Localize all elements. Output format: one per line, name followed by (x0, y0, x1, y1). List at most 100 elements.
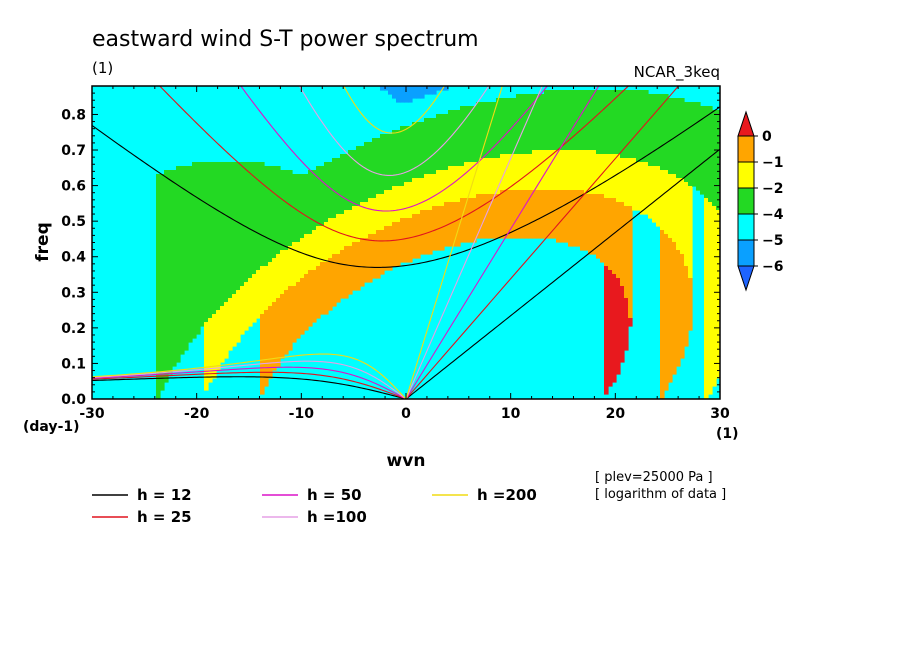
contour-cell (380, 86, 385, 91)
contour-cell (420, 210, 425, 255)
contour-cell (308, 270, 313, 327)
contour-cell (424, 210, 429, 255)
contour-cell (552, 190, 557, 239)
contour-cell (220, 162, 225, 307)
contour-cell (580, 150, 585, 191)
contour-cell (452, 166, 457, 203)
contour-cell (352, 206, 357, 243)
y-tick-label: 0.0 (61, 392, 86, 408)
contour-cell (576, 150, 581, 191)
contour-cell (692, 102, 697, 187)
contour-cell (568, 90, 573, 151)
contour-cell (596, 194, 601, 259)
contour-cell (584, 90, 589, 151)
contour-cell (508, 98, 513, 155)
contour-cell (512, 98, 517, 155)
colorbar-segment (737, 239, 755, 267)
contour-cell (612, 90, 617, 155)
contour-cell (340, 214, 345, 251)
contour-cell (624, 298, 629, 351)
contour-cell (280, 294, 285, 359)
contour-cell (376, 194, 381, 231)
contour-cell (460, 166, 465, 199)
contour-cell (504, 98, 509, 155)
contour-cell (320, 262, 325, 315)
dispersion-curve-kelvin (405, 86, 543, 399)
contour-cell (372, 198, 377, 235)
contour-cell (312, 270, 317, 323)
contour-cell (288, 170, 293, 247)
contour-cell (368, 234, 373, 283)
contour-cell (272, 302, 277, 371)
contour-cell (648, 166, 653, 219)
contour-cell (196, 162, 201, 335)
contour-cell (600, 90, 605, 155)
contour-cell (268, 306, 273, 379)
contour-cell (472, 162, 477, 199)
contour-cell (556, 150, 561, 191)
contour-cell (616, 202, 621, 279)
x-tick-label: -20 (184, 406, 210, 422)
subtitle-left: (1) (92, 59, 113, 77)
contour-cell (676, 98, 681, 179)
legend-label: h = 25 (137, 508, 192, 526)
contour-cell (304, 274, 309, 331)
contour-cell (312, 230, 317, 271)
contour-cell (624, 158, 629, 207)
contour-cell (176, 166, 181, 363)
contour-cell (628, 158, 633, 207)
contour-cell (612, 274, 617, 383)
contour-cell (252, 274, 257, 323)
contour-cell (516, 190, 521, 239)
contour-cell (532, 150, 537, 191)
contour-cell (456, 110, 461, 167)
contour-cell (648, 94, 653, 167)
contour-cell (344, 246, 349, 299)
dispersion-curve-kelvin (405, 86, 503, 399)
y-tick-label: 0.7 (61, 143, 86, 159)
contour-cell (592, 194, 597, 255)
contour-cell (184, 166, 189, 351)
contour-cell (384, 86, 389, 91)
dispersion-curve-ig (240, 86, 549, 212)
contour-cell (688, 102, 693, 187)
contour-cell (248, 278, 253, 327)
contour-cell (356, 206, 361, 243)
contour-cell (372, 234, 377, 279)
contour-cell (712, 206, 717, 387)
contour-cell (560, 150, 565, 191)
contour-cell (456, 166, 461, 203)
contour-cell (712, 110, 717, 207)
contour-cell (468, 198, 473, 243)
contour-cell (288, 286, 293, 351)
contour-cell (612, 198, 617, 275)
contour-cell (272, 166, 277, 259)
contour-cell (424, 118, 429, 175)
contour-cell (460, 198, 465, 243)
contour-cell (468, 162, 473, 199)
contour-cell (492, 102, 497, 159)
contour-cell (608, 270, 613, 387)
contour-cell (532, 190, 537, 239)
contour-cell (244, 162, 249, 283)
contour-cell (608, 198, 613, 271)
contour-cell (580, 90, 585, 151)
contour-cell (512, 154, 517, 191)
contour-cell (536, 94, 541, 151)
contour-cell (488, 158, 493, 195)
contour-cell (524, 190, 529, 239)
contour-cell (664, 234, 669, 391)
contour-cell (616, 90, 621, 155)
contour-cell (388, 190, 393, 227)
x-tick-label: 0 (401, 406, 411, 422)
contour-cell (264, 310, 269, 387)
dispersion-curve-rossby (92, 366, 407, 399)
contour-cell (440, 206, 445, 251)
contour-cell (268, 166, 273, 263)
contour-cell (384, 226, 389, 271)
y-tick-label: 0.1 (61, 356, 86, 372)
contour-cell (424, 174, 429, 211)
contour-cell (364, 202, 369, 239)
contour-cell (520, 190, 525, 239)
contour-cell (428, 86, 433, 95)
